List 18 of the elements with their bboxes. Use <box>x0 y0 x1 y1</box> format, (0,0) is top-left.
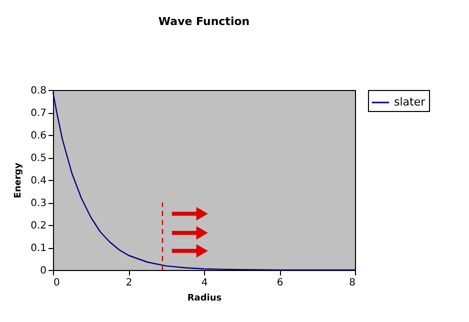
x-tick-label: 8 <box>349 278 356 288</box>
y-tick-label: 0.4 <box>30 176 46 186</box>
x-tick-label: 0 <box>54 278 60 288</box>
chart-title: Wave Function <box>158 15 250 28</box>
y-tick-label: 0.3 <box>30 198 46 209</box>
y-tick-label: 0.8 <box>30 86 46 96</box>
y-axis-title: Energy <box>14 162 24 198</box>
y-tick-label: 0.7 <box>30 108 46 119</box>
x-tick-label: 4 <box>201 278 208 288</box>
y-tick-label: 0.6 <box>30 130 46 142</box>
x-tick-label: 2 <box>126 278 132 288</box>
y-tick-label: 0.2 <box>30 220 46 232</box>
y-tick-label: 0 <box>40 266 46 276</box>
legend-label: slater <box>394 96 426 108</box>
y-tick-label: 0.5 <box>30 153 46 164</box>
x-tick-label: 6 <box>276 278 284 288</box>
x-axis-title: Radius <box>187 294 222 304</box>
y-tick-label: 0.1 <box>30 243 46 254</box>
